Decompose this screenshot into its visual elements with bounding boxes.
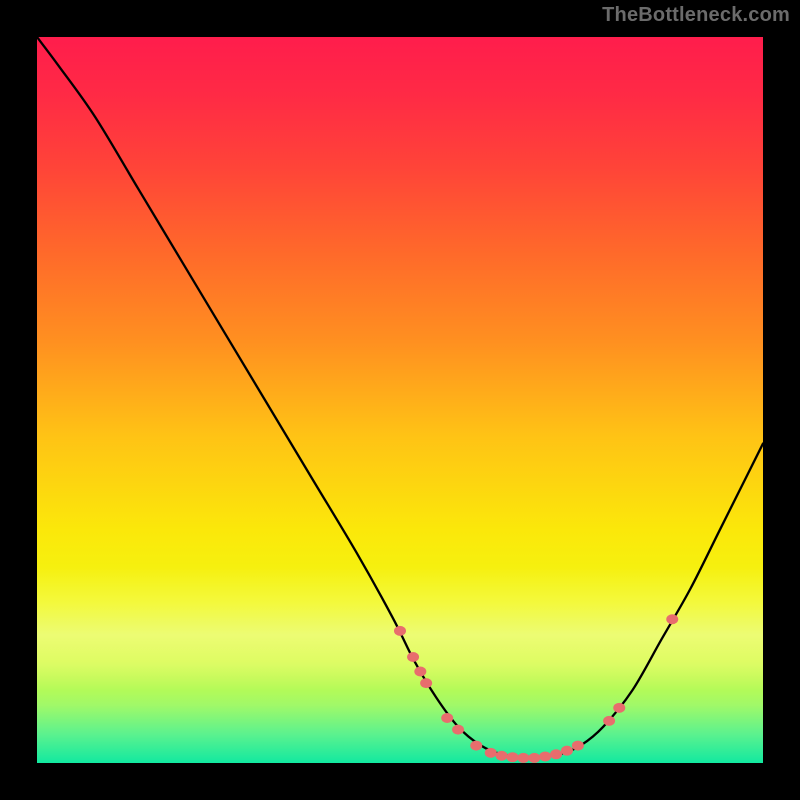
curve-marker	[603, 716, 615, 726]
curve-marker	[470, 741, 482, 751]
curve-marker	[485, 748, 497, 758]
curve-marker	[507, 752, 519, 762]
curve-marker	[407, 652, 419, 662]
curve-marker	[452, 725, 464, 735]
curve-marker	[420, 678, 432, 688]
curve-marker	[539, 751, 551, 761]
chart-root: TheBottleneck.com	[0, 0, 800, 800]
curve-marker	[528, 753, 540, 763]
curve-marker	[496, 751, 508, 761]
curve-marker	[517, 753, 529, 763]
curve-marker	[613, 703, 625, 713]
curve-marker	[441, 713, 453, 723]
watermark-text: TheBottleneck.com	[602, 4, 790, 27]
curve-marker	[561, 746, 573, 756]
curve-marker	[414, 667, 426, 677]
plot-area	[37, 37, 763, 763]
curve-marker	[394, 626, 406, 636]
curve-marker	[572, 741, 584, 751]
curve-marker	[550, 749, 562, 759]
curve-marker	[666, 614, 678, 624]
